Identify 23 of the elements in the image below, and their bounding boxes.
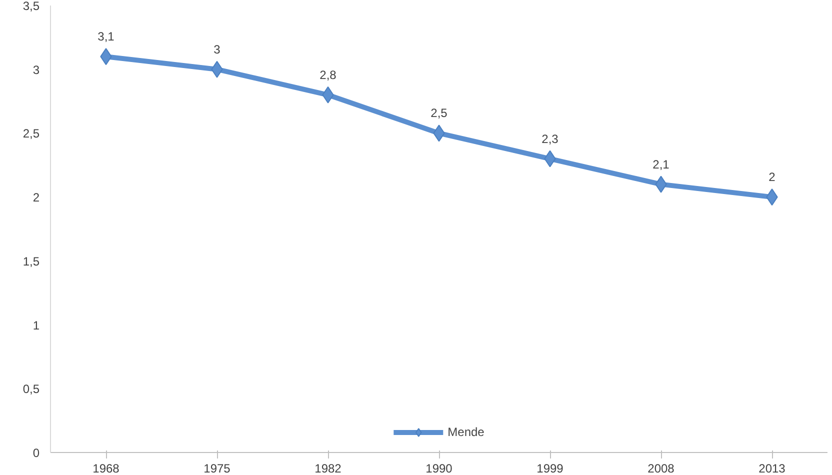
data-label: 3 — [214, 42, 221, 56]
y-tick-label: 0,5 — [22, 382, 40, 396]
y-tick-label: 0 — [32, 446, 40, 460]
data-label: 2,8 — [320, 68, 337, 82]
x-tick-label: 1968 — [92, 462, 120, 475]
x-tick-label: 2013 — [758, 462, 786, 475]
y-tick-label: 1,5 — [22, 254, 40, 268]
y-tick-label: 3,5 — [22, 0, 40, 13]
y-tick-label: 2 — [32, 190, 40, 205]
data-label: 2,5 — [430, 106, 448, 120]
y-tick-label: 3 — [32, 62, 40, 77]
y-tick-label: 2,5 — [22, 126, 40, 141]
data-label: 3,1 — [98, 30, 115, 44]
legend-label: Mende — [448, 425, 484, 439]
x-tick-label: 1982 — [314, 462, 342, 475]
x-tick-label: 1990 — [426, 462, 453, 475]
data-label: 2 — [768, 170, 776, 184]
x-tick-label: 1999 — [536, 462, 564, 475]
x-tick-label: 1975 — [204, 462, 231, 475]
data-label: 2,1 — [652, 157, 670, 172]
x-tick-label: 2008 — [648, 462, 675, 475]
data-label: 2,3 — [542, 132, 559, 146]
y-tick-label: 1 — [32, 318, 40, 332]
